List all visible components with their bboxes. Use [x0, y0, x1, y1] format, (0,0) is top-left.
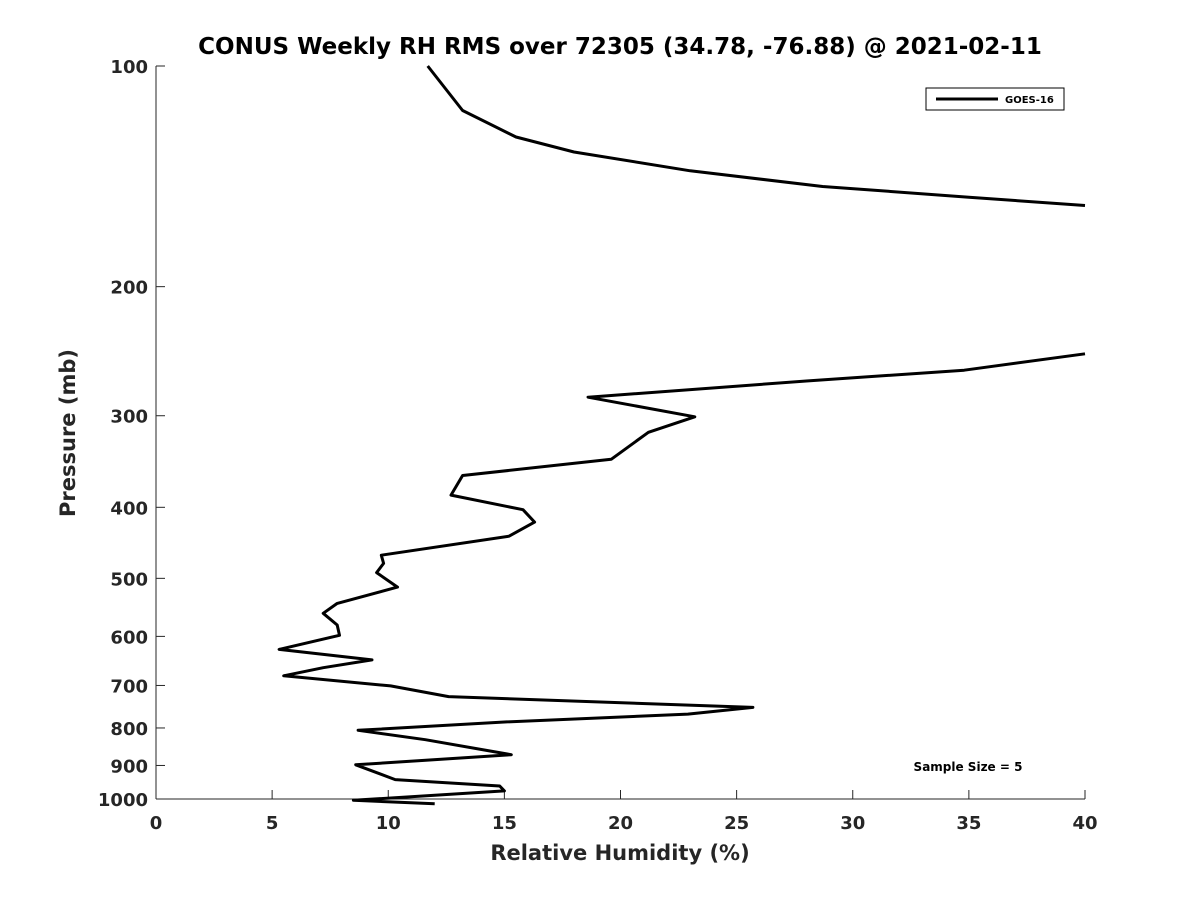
y-tick-label: 900	[110, 756, 148, 777]
y-tick-label: 500	[110, 569, 148, 590]
y-axis-label: Pressure (mb)	[56, 349, 80, 517]
y-tick-label: 300	[110, 407, 148, 428]
x-tick-label: 0	[150, 813, 163, 834]
series-line-goes16	[277, 352, 1086, 806]
y-tick-label: 800	[110, 719, 148, 740]
y-tick-label: 100	[110, 57, 148, 78]
series-line-goes16	[426, 65, 1086, 207]
x-tick-label: 30	[840, 813, 865, 834]
sample-size-annotation: Sample Size = 5	[914, 760, 1023, 774]
y-tick-label: 700	[110, 676, 148, 697]
x-tick-label: 25	[724, 813, 749, 834]
chart-title: CONUS Weekly RH RMS over 72305 (34.78, -…	[198, 34, 1042, 60]
axes	[155, 66, 1085, 800]
y-tick-label: 400	[110, 498, 148, 519]
y-tick-label: 200	[110, 278, 148, 299]
y-tick-label: 1000	[98, 790, 148, 811]
x-tick-label: 10	[376, 813, 401, 834]
x-tick-label: 15	[492, 813, 517, 834]
legend: GOES-16	[925, 87, 1065, 111]
x-axis-ticks: 0 5 10 15 20 25 30 35 40	[150, 790, 1098, 834]
y-axis-ticks: 100 200 300 400 500 600 700 800 900 1000	[98, 57, 165, 811]
x-tick-label: 40	[1072, 813, 1097, 834]
plot-area	[277, 65, 1086, 806]
x-tick-label: 20	[608, 813, 633, 834]
y-tick-label: 600	[110, 627, 148, 648]
x-tick-label: 35	[956, 813, 981, 834]
legend-label: GOES-16	[1005, 95, 1054, 106]
x-axis-label: Relative Humidity (%)	[490, 841, 749, 865]
x-tick-label: 5	[266, 813, 279, 834]
